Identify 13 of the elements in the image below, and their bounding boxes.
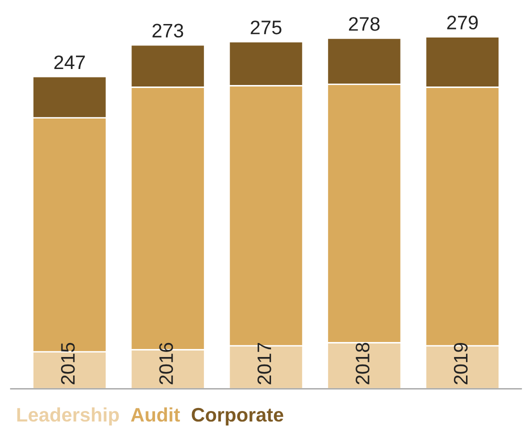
text: Audit [130, 407, 180, 422]
annotation: 273 [152, 24, 184, 38]
x-tick-label: 2016 [159, 342, 174, 384]
x-tick-label: 2018 [356, 342, 370, 384]
x-tick-label: 2017 [257, 343, 272, 384]
annotation: 275 [250, 20, 282, 34]
x-tick-label: 2019 [454, 342, 468, 384]
annotation: 278 [348, 17, 380, 31]
series-label: Leadership [17, 407, 119, 426]
x-tick-label: 2015 [61, 342, 75, 384]
annotation: 247 [54, 55, 85, 70]
annotation: 279 [447, 16, 478, 30]
text: Corporate [192, 408, 284, 426]
